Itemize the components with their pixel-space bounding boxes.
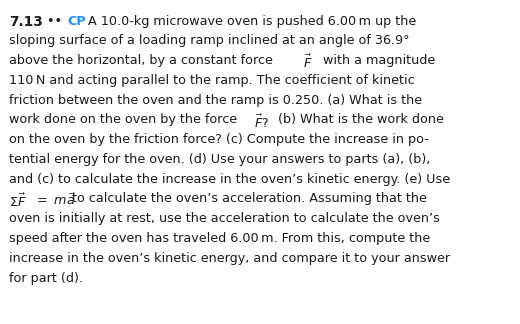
Text: to calculate the oven’s acceleration. Assuming that the: to calculate the oven’s acceleration. As…	[69, 192, 427, 205]
Text: increase in the oven’s kinetic energy, and compare it to your answer: increase in the oven’s kinetic energy, a…	[9, 252, 450, 265]
Text: $=$ $m\vec{a}$: $=$ $m\vec{a}$	[30, 192, 75, 208]
Text: $\vec{F}$?: $\vec{F}$?	[254, 113, 269, 131]
Text: and (c) to calculate the increase in the oven’s kinetic energy. (e) Use: and (c) to calculate the increase in the…	[9, 173, 450, 186]
Text: above the horizontal, by a constant force: above the horizontal, by a constant forc…	[9, 54, 277, 67]
Text: tential energy for the oven. (d) Use your answers to parts (a), (b),: tential energy for the oven. (d) Use you…	[9, 153, 431, 166]
Text: 7.13: 7.13	[9, 15, 43, 29]
Text: with a magnitude: with a magnitude	[319, 54, 435, 67]
Text: sloping surface of a loading ramp inclined at an angle of 36.9°: sloping surface of a loading ramp inclin…	[9, 34, 410, 47]
Text: A 10.0-kg microwave oven is pushed 6.00 m up the: A 10.0-kg microwave oven is pushed 6.00 …	[84, 15, 416, 28]
Text: for part (d).: for part (d).	[9, 272, 83, 284]
Text: on the oven by the friction force? (c) Compute the increase in po-: on the oven by the friction force? (c) C…	[9, 133, 429, 146]
Text: work done on the oven by the force: work done on the oven by the force	[9, 113, 241, 126]
Text: 110 N and acting parallel to the ramp. The coefficient of kinetic: 110 N and acting parallel to the ramp. T…	[9, 74, 415, 87]
Text: friction between the oven and the ramp is 0.250. (a) What is the: friction between the oven and the ramp i…	[9, 94, 422, 107]
Text: speed after the oven has traveled 6.00 m. From this, compute the: speed after the oven has traveled 6.00 m…	[9, 232, 431, 245]
Text: $\Sigma\vec{F}$: $\Sigma\vec{F}$	[9, 192, 27, 210]
Text: $\vec{F}$: $\vec{F}$	[303, 54, 313, 71]
Text: (b) What is the work done: (b) What is the work done	[274, 113, 444, 126]
Text: CP: CP	[68, 15, 86, 28]
Text: oven is initially at rest, use the acceleration to calculate the oven’s: oven is initially at rest, use the accel…	[9, 212, 440, 225]
Text: ••: ••	[43, 15, 66, 28]
